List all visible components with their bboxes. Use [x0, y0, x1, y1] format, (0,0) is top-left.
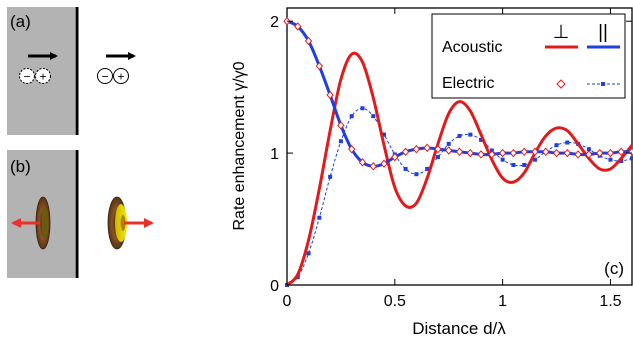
data-point	[619, 159, 624, 164]
chart-ticks: 0 0.5 1 1.5 0 1 2	[270, 8, 632, 310]
panel-b-source-disc-center	[120, 215, 126, 231]
panel-a-label: (a)	[10, 12, 31, 31]
data-point	[511, 162, 516, 167]
panel-a-image-minus-sign: −	[23, 70, 30, 84]
x-tick-label: 0.5	[384, 293, 406, 310]
data-point	[585, 150, 593, 159]
legend-label-electric: Electric	[442, 75, 494, 92]
data-point	[369, 162, 377, 171]
data-point	[531, 147, 539, 157]
panel-a-source-plus-sign: +	[117, 70, 124, 84]
data-point	[522, 162, 527, 167]
data-point	[412, 144, 421, 154]
series-2	[283, 16, 633, 171]
panel-a-source-minus-charge	[97, 68, 113, 84]
data-point	[457, 133, 462, 138]
data-point	[382, 132, 387, 137]
data-point	[509, 148, 518, 158]
series-0	[285, 51, 633, 287]
data-point	[401, 147, 410, 157]
data-point	[348, 144, 356, 154]
chart-panel-label: (c)	[604, 259, 624, 278]
data-point	[446, 141, 451, 146]
y-tick-label: 1	[270, 146, 279, 163]
panel-a-image-plus-charge	[35, 68, 51, 84]
data-point	[434, 144, 442, 154]
data-point	[315, 61, 324, 71]
y-tick-label: 2	[270, 14, 279, 31]
data-point	[617, 147, 625, 157]
panel-a-source-plus-charge	[113, 68, 129, 84]
data-point	[498, 148, 507, 158]
data-point	[338, 139, 343, 144]
series-3	[285, 106, 633, 287]
data-point	[391, 152, 399, 162]
data-point	[586, 147, 591, 152]
data-point	[317, 215, 322, 220]
data-point	[554, 143, 559, 148]
data-point	[403, 166, 408, 171]
data-point	[294, 22, 302, 31]
data-point	[565, 140, 570, 145]
legend: ⊥ || Acoustic Electric	[431, 13, 626, 99]
panel-a-source-minus-sign: −	[101, 70, 108, 84]
data-point	[304, 36, 313, 46]
data-point	[488, 150, 496, 159]
data-point	[337, 121, 345, 130]
legend-label-acoustic: Acoustic	[442, 39, 502, 56]
data-point	[306, 251, 311, 256]
legend-header-perp: ⊥	[553, 22, 570, 43]
data-point	[455, 147, 464, 157]
panel-b: (b)	[7, 150, 154, 278]
x-tick-label: 1	[498, 293, 507, 310]
legend-header-par: ||	[598, 22, 608, 43]
legend-swatch-electric-par-marker	[601, 82, 605, 86]
data-point	[326, 90, 334, 100]
panel-b-label: (b)	[10, 157, 31, 176]
data-point	[360, 106, 365, 111]
data-point	[358, 158, 367, 167]
data-point	[349, 114, 354, 119]
data-point	[542, 147, 550, 157]
x-axis-label: Distance d/λ	[412, 319, 506, 338]
data-point	[425, 166, 430, 171]
data-point	[423, 143, 431, 153]
chart-c: 0 0.5 1 1.5 0 1 2 (c) Distance d/λ Rate enhanc…	[231, 7, 633, 338]
y-tick-label: 0	[270, 278, 279, 295]
panel-a-image-plus-sign: +	[39, 70, 46, 84]
data-point	[563, 148, 571, 158]
data-point	[520, 147, 528, 157]
data-point	[477, 150, 485, 159]
data-point	[380, 159, 388, 168]
data-point	[414, 172, 419, 177]
data-point	[606, 148, 615, 158]
data-point	[630, 156, 633, 161]
panel-b-image-disc-face	[41, 207, 49, 239]
data-point	[479, 137, 484, 142]
data-point	[608, 157, 613, 162]
x-tick-label: 1.5	[599, 293, 621, 310]
data-point	[574, 150, 582, 159]
data-point	[435, 155, 440, 160]
legend-swatch-electric-perp	[556, 79, 566, 89]
data-point	[500, 157, 505, 162]
data-point	[468, 132, 473, 137]
chart-marks	[283, 16, 633, 287]
x-tick-label: 0	[283, 293, 292, 310]
panel-a: (a) − + − +	[7, 7, 136, 135]
panel-a-image-minus-charge	[19, 68, 35, 84]
data-point	[532, 157, 537, 162]
data-point	[466, 148, 474, 158]
y-axis-label: Rate enhancement γ/γ0	[231, 61, 248, 230]
data-point	[445, 146, 453, 155]
data-point	[552, 148, 561, 158]
series-line	[285, 51, 633, 287]
data-point	[328, 174, 333, 179]
data-point	[595, 148, 604, 158]
data-point	[371, 114, 376, 119]
